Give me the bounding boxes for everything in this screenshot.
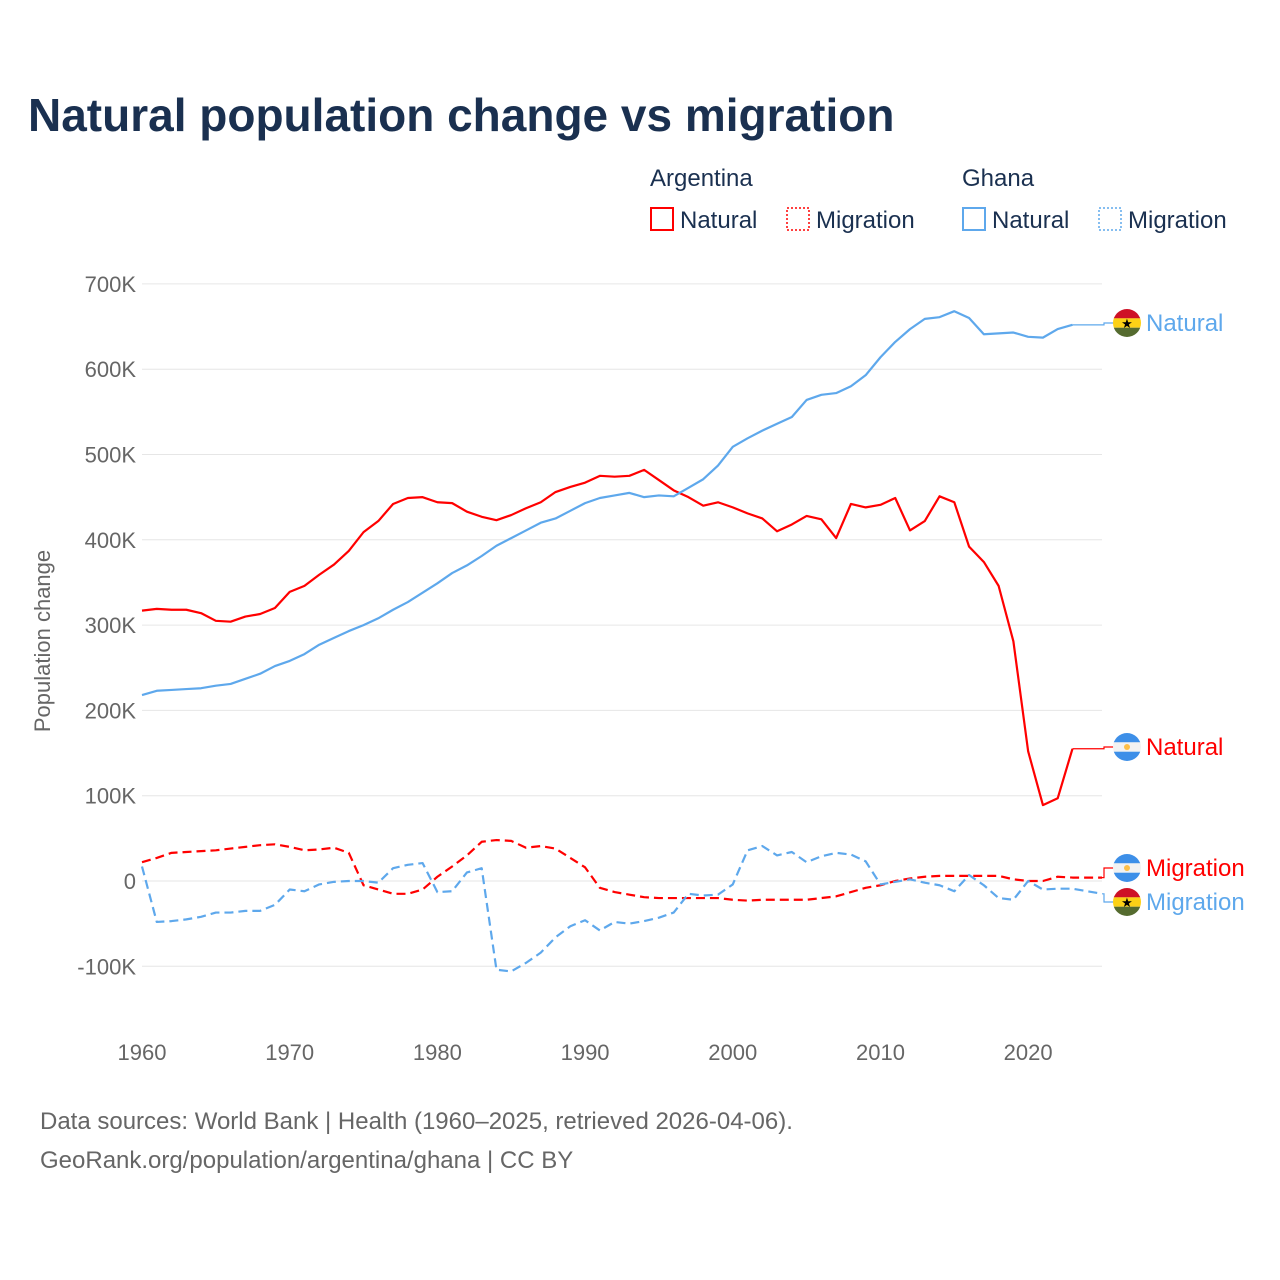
legend-group-title: Ghana <box>962 165 1035 192</box>
legend-swatch-natural <box>962 207 986 231</box>
ghana-flag-icon: ★ <box>1113 309 1141 337</box>
chart-title: Natural population change vs migration <box>28 89 895 141</box>
x-tick-label: 2020 <box>1004 1040 1053 1065</box>
y-tick-label: 600K <box>85 357 137 382</box>
flag-star-icon: ★ <box>1121 895 1133 910</box>
legend-item-natural: Natural <box>992 207 1069 234</box>
y-axis-label: Population change <box>30 550 55 732</box>
legend-item-migration: Migration <box>816 207 915 234</box>
end-label-ghana-natural: Natural <box>1146 310 1223 337</box>
legend-swatch-natural <box>650 207 674 231</box>
series-argentina-natural <box>141 468 1074 807</box>
flag-sun-icon <box>1124 744 1130 750</box>
flag-stripe <box>1113 897 1141 907</box>
y-tick-label: 500K <box>85 443 137 468</box>
flag-star-icon: ★ <box>1121 316 1133 331</box>
y-tick-label: 100K <box>85 784 137 809</box>
flag-stripe <box>1113 318 1141 328</box>
label-connector <box>1072 322 1114 326</box>
flag-stripe <box>1113 906 1141 916</box>
series-argentina-migration <box>141 838 1102 902</box>
end-label-argentina-migration: Migration <box>1146 855 1245 882</box>
y-tick-label: -100K <box>77 954 136 979</box>
flag-stripe <box>1113 309 1141 319</box>
legend-swatch-migration <box>786 207 810 231</box>
y-tick-label: 700K <box>85 272 137 297</box>
source-text: Data sources: World Bank | Health (1960–… <box>40 1108 793 1135</box>
flag-stripe <box>1113 733 1141 743</box>
y-tick-label: 400K <box>85 528 137 553</box>
source-url: GeoRank.org/population/argentina/ghana |… <box>40 1147 574 1174</box>
series-ghana-natural <box>141 310 1073 697</box>
chart-svg: -100K 0 100K 200K 300K 400K 500K 600K 700K 1960 19… <box>30 165 1245 1065</box>
label-connector <box>1102 893 1114 903</box>
legend-group-title: Argentina <box>650 165 753 192</box>
flag-sun-icon <box>1124 865 1130 871</box>
label-connector <box>1072 746 1114 750</box>
x-tick-label: 2000 <box>708 1040 757 1065</box>
x-tick-label: 1980 <box>413 1040 462 1065</box>
legend-item-migration: Migration <box>1128 207 1227 234</box>
legend-swatch-migration <box>1098 207 1122 231</box>
ghana-flag-icon: ★ <box>1113 888 1141 916</box>
x-tick-label: 1970 <box>265 1040 314 1065</box>
x-tick-label: 1990 <box>561 1040 610 1065</box>
end-label-argentina-natural: Natural <box>1146 734 1223 761</box>
argentina-flag-icon <box>1113 733 1141 761</box>
flag-stripe <box>1113 327 1141 337</box>
y-tick-label: 0 <box>124 869 136 894</box>
legend-item-natural: Natural <box>680 207 757 234</box>
argentina-flag-icon <box>1113 854 1141 882</box>
flag-stripe <box>1113 854 1141 864</box>
series-ghana-migration <box>140 844 1103 973</box>
label-connector <box>1102 867 1114 879</box>
flag-stripe <box>1113 888 1141 898</box>
x-tick-label: 1960 <box>118 1040 167 1065</box>
end-label-ghana-migration: Migration <box>1146 889 1245 916</box>
flag-stripe <box>1113 751 1141 761</box>
y-tick-label: 300K <box>85 613 137 638</box>
flag-stripe <box>1113 872 1141 882</box>
x-tick-label: 2010 <box>856 1040 905 1065</box>
y-tick-label: 200K <box>85 698 137 723</box>
